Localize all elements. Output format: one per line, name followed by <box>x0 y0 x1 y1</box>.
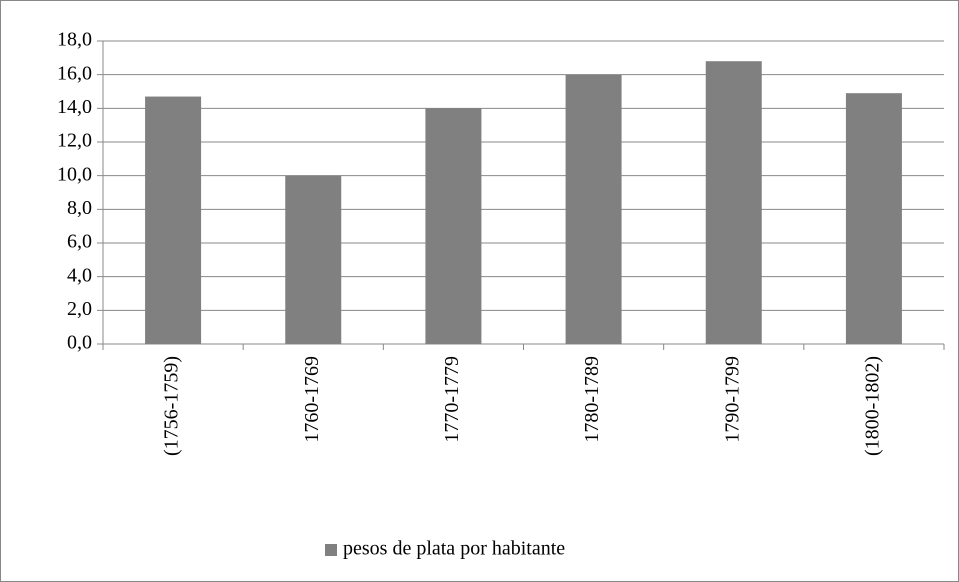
x-tick-label: (1800-1802) <box>862 356 884 456</box>
bar <box>145 96 202 344</box>
y-tick-label: 0,0 <box>67 332 92 354</box>
y-tick-label: 2,0 <box>67 298 92 320</box>
bar <box>425 108 482 344</box>
y-tick-label: 16,0 <box>57 62 92 84</box>
y-tick-label: 4,0 <box>67 264 92 286</box>
bar <box>565 74 622 345</box>
bar <box>285 175 342 344</box>
x-tick-label: 1760-1769 <box>301 356 323 443</box>
bar <box>845 93 902 344</box>
y-tick-label: 14,0 <box>57 96 92 118</box>
x-tick-label: 1790-1799 <box>721 356 743 443</box>
legend-swatch <box>325 544 337 556</box>
y-tick-label: 8,0 <box>67 197 92 219</box>
y-tick-label: 18,0 <box>57 29 92 51</box>
x-tick-label: 1770-1779 <box>441 356 463 443</box>
x-tick-label: (1756-1759) <box>161 356 183 456</box>
bar <box>705 61 762 344</box>
y-tick-label: 10,0 <box>57 163 92 185</box>
x-tick-label: 1780-1789 <box>581 356 603 443</box>
legend-label: pesos de plata por habitante <box>343 538 565 560</box>
y-tick-label: 12,0 <box>57 130 92 152</box>
y-tick-label: 6,0 <box>67 231 92 253</box>
